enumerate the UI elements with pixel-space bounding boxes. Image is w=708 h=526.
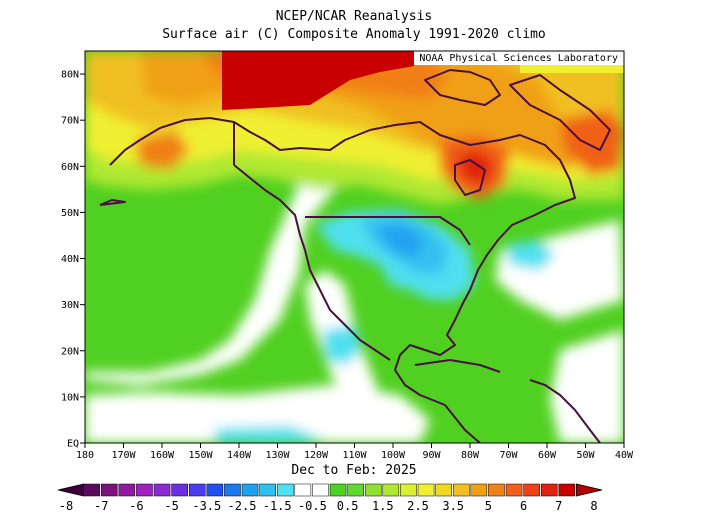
lon-tick-label: 160W <box>150 450 175 461</box>
colorbar-high-arrow <box>576 483 603 497</box>
credit-label: NOAA Physical Sciences Laboratory <box>419 53 618 64</box>
colorbar-swatch <box>540 483 558 497</box>
longitude-axis: 180 170W 160W 150W 140W 130W 120W 110W 100W 90W 80… <box>76 443 634 461</box>
anomaly-field <box>85 51 624 443</box>
colorbar-swatch <box>241 483 259 497</box>
chart-title: NCEP/NCAR Reanalysis <box>275 9 433 24</box>
colorbar-label: 8 <box>590 499 597 513</box>
colorbar-swatch <box>136 483 153 497</box>
colorbar-label: 1.5 <box>372 499 394 513</box>
colorbar-swatch <box>100 483 118 497</box>
colorbar-label: -7 <box>94 499 108 513</box>
colorbar-swatch <box>171 483 188 497</box>
lon-tick-label: 110W <box>342 450 367 461</box>
colorbar-swatch <box>276 483 294 497</box>
colorbar-swatch <box>224 483 241 497</box>
map-period-label: Dec to Feb: 2025 <box>291 463 416 478</box>
chart-subtitle: Surface air (C) Composite Anomaly 1991-2… <box>162 27 546 42</box>
colorbar-label: 6 <box>520 499 527 513</box>
colorbar-label: 0.5 <box>337 499 359 513</box>
lon-tick-label: 140W <box>227 450 252 461</box>
lon-tick-label: 170W <box>111 450 136 461</box>
lon-tick-label: 70W <box>499 450 518 461</box>
colorbar-label: 5 <box>485 499 492 513</box>
lon-tick-label: 180 <box>76 450 94 461</box>
coastlines <box>99 69 611 443</box>
colorbar-low-arrow <box>57 483 84 497</box>
lat-tick-label: 10N <box>61 392 79 403</box>
lon-tick-label: 150W <box>188 450 213 461</box>
colorbar-labels: -8 -7 -6 -5 -3.5 -2.5 -1.5 -0.5 0.5 1.5 2.5 3.5 5 6 7 8 <box>59 499 598 513</box>
lon-tick-label: 80W <box>461 450 480 461</box>
colorbar-label: 2.5 <box>407 499 429 513</box>
colorbar-swatch <box>558 483 576 497</box>
lon-tick-label: 100W <box>381 450 406 461</box>
lon-tick-label: 60W <box>538 450 557 461</box>
colorbar-swatch <box>488 483 505 497</box>
colorbar-label: -2.5 <box>228 499 257 513</box>
colorbar-label: -0.5 <box>298 499 327 513</box>
colorbar-swatch <box>347 483 364 497</box>
colorbar-label: -8 <box>59 499 73 513</box>
colorbar-label: -6 <box>129 499 143 513</box>
colorbar-swatch <box>382 483 400 497</box>
colorbar-label: -1.5 <box>263 499 292 513</box>
colorbar-swatch <box>470 483 488 497</box>
colorbar-swatch <box>523 483 540 497</box>
colorbar-swatch <box>294 483 312 497</box>
lat-tick-label: 40N <box>61 254 79 265</box>
colorbar-swatch <box>153 483 171 497</box>
lat-tick-label: 30N <box>61 300 79 311</box>
lat-tick-label: 50N <box>61 208 79 219</box>
colorbar-swatch <box>206 483 224 497</box>
colorbar-swatch <box>259 483 276 497</box>
colorbar-label: -3.5 <box>192 499 221 513</box>
colorbar-swatch <box>329 483 347 497</box>
colorbar-swatch <box>417 483 435 497</box>
colorbar-swatch <box>452 483 470 497</box>
lat-tick-label: EQ <box>67 439 79 450</box>
lat-tick-label: 20N <box>61 346 79 357</box>
lon-tick-label: 120W <box>304 450 329 461</box>
lon-tick-label: 130W <box>265 450 290 461</box>
latitude-axis: EQ 10N 20N 30N 40N 50N 60N 70N 80N <box>61 70 85 450</box>
colorbar-swatch <box>118 483 136 497</box>
colorbar <box>57 483 603 497</box>
colorbar-swatch <box>188 483 206 497</box>
colorbar-swatch <box>364 483 382 497</box>
colorbar-swatch <box>435 483 452 497</box>
lat-tick-label: 80N <box>61 70 79 81</box>
colorbar-swatch <box>505 483 523 497</box>
lat-tick-label: 70N <box>61 116 79 127</box>
lon-tick-label: 40W <box>615 450 634 461</box>
colorbar-label: 7 <box>555 499 562 513</box>
lon-tick-label: 90W <box>422 450 441 461</box>
lat-tick-label: 60N <box>61 162 79 173</box>
colorbar-label: 3.5 <box>442 499 464 513</box>
colorbar-swatch <box>400 483 417 497</box>
lon-tick-label: 50W <box>576 450 595 461</box>
colorbar-swatch <box>312 483 329 497</box>
colorbar-swatch <box>83 483 100 497</box>
colorbar-label: -5 <box>164 499 178 513</box>
